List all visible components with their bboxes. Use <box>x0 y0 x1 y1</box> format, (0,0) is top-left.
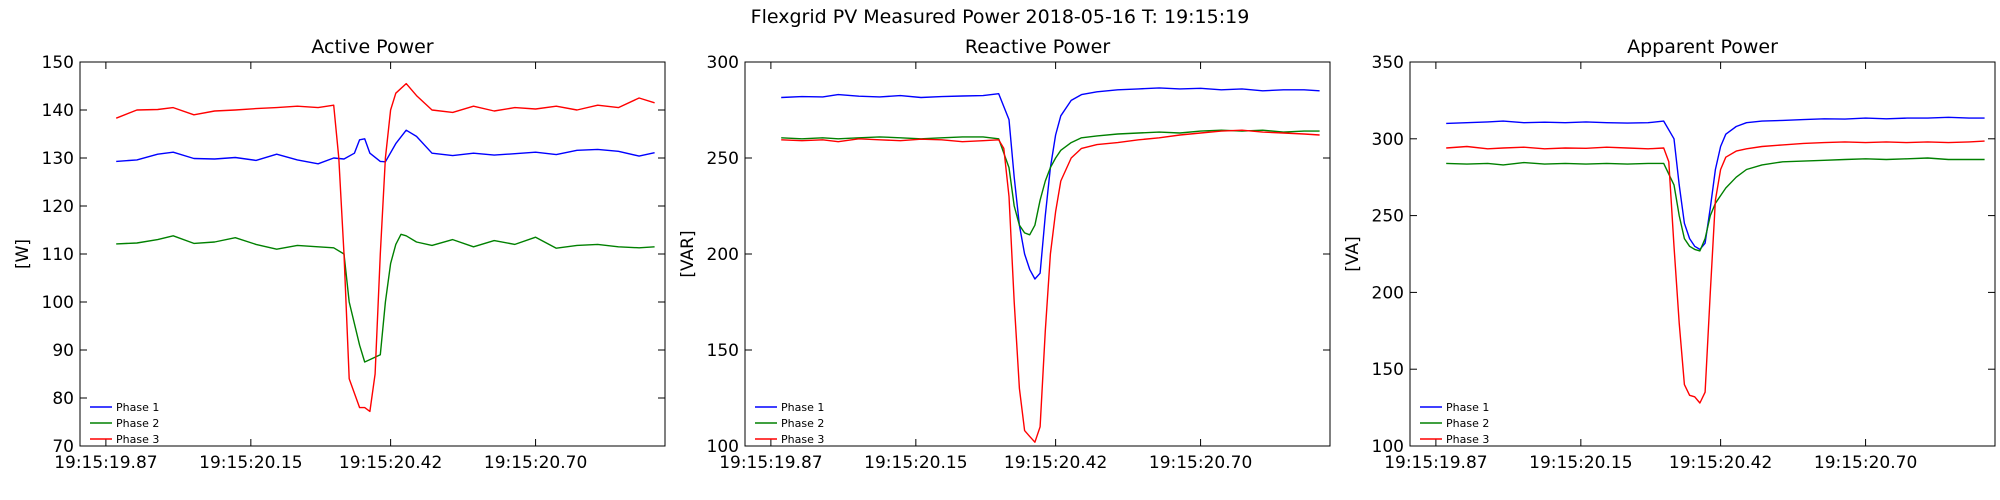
y-axis-label: [W] <box>13 239 33 269</box>
y-tick-label: 140 <box>42 101 74 121</box>
legend-label-phase-2: Phase 2 <box>781 417 824 430</box>
plot-frame <box>1409 61 1996 447</box>
y-tick-label: 100 <box>42 293 74 313</box>
series-line-phase-3 <box>781 129 1320 443</box>
x-tick-label: 19:15:19.87 <box>719 453 822 473</box>
x-tick-label: 19:15:19.87 <box>54 453 157 473</box>
x-tick-label: 19:15:20.70 <box>484 453 587 473</box>
y-tick-label: 250 <box>1372 207 1404 227</box>
y-tick-label: 200 <box>1372 283 1404 303</box>
x-tick-label: 19:15:19.87 <box>1384 453 1487 473</box>
legend-label-phase-2: Phase 2 <box>116 417 159 430</box>
x-tick-label: 19:15:20.42 <box>1669 453 1772 473</box>
x-tick-label: 19:15:20.42 <box>339 453 442 473</box>
x-tick-label: 19:15:20.15 <box>199 453 302 473</box>
y-tick-label: 80 <box>52 389 74 409</box>
x-tick-label: 19:15:20.15 <box>864 453 967 473</box>
x-tick-label: 19:15:20.15 <box>1529 453 1632 473</box>
series-line-phase-2 <box>1446 157 1985 252</box>
legend-label-phase-3: Phase 3 <box>1446 433 1489 446</box>
chart-0: Active Power 70 80 90 100 110 120 130 140 150 19:1… <box>13 36 666 473</box>
figure-title: Flexgrid PV Measured Power 2018-05-16 T:… <box>750 6 1250 28</box>
y-tick-label: 120 <box>42 197 74 217</box>
y-tick-label: 250 <box>707 149 739 169</box>
series-line-phase-2 <box>781 129 1320 236</box>
legend-label-phase-1: Phase 1 <box>781 401 824 414</box>
chart-title: Reactive Power <box>965 36 1110 58</box>
y-tick-label: 100 <box>1372 437 1404 457</box>
legend-label-phase-3: Phase 3 <box>116 433 159 446</box>
chart-2: Apparent Power 100 150 200 250 300 350 19:15:19… <box>1343 36 1996 473</box>
series-line-phase-3 <box>1446 140 1985 404</box>
legend-label-phase-3: Phase 3 <box>781 433 824 446</box>
y-axis-label: [VAR] <box>678 230 698 277</box>
legend-label-phase-2: Phase 2 <box>1446 417 1489 430</box>
chart-title: Active Power <box>311 36 433 58</box>
y-tick-label: 110 <box>42 245 74 265</box>
y-tick-label: 300 <box>1372 130 1404 150</box>
x-tick-label: 19:15:20.42 <box>1004 453 1107 473</box>
y-tick-label: 150 <box>707 341 739 361</box>
y-tick-label: 300 <box>707 53 739 73</box>
y-tick-label: 90 <box>52 341 74 361</box>
y-tick-label: 200 <box>707 245 739 265</box>
series-line-phase-1 <box>116 129 655 165</box>
series-line-phase-1 <box>781 87 1320 280</box>
y-tick-label: 70 <box>52 437 74 457</box>
y-tick-label: 150 <box>1372 360 1404 380</box>
y-tick-label: 100 <box>707 437 739 457</box>
y-tick-label: 150 <box>42 53 74 73</box>
plot-frame <box>744 61 1331 447</box>
y-axis-label: [VA] <box>1343 236 1363 271</box>
x-tick-label: 19:15:20.70 <box>1814 453 1917 473</box>
y-tick-label: 130 <box>42 149 74 169</box>
series-line-phase-3 <box>115 82 655 413</box>
chart-title: Apparent Power <box>1627 36 1778 58</box>
series-line-phase-1 <box>1446 116 1985 251</box>
y-tick-label: 350 <box>1372 53 1404 73</box>
series-line-phase-2 <box>116 233 655 363</box>
chart-1: Reactive Power 100 150 200 250 300 19:15:19.87… <box>678 36 1331 473</box>
x-tick-label: 19:15:20.70 <box>1149 453 1252 473</box>
legend-label-phase-1: Phase 1 <box>116 401 159 414</box>
legend-label-phase-1: Phase 1 <box>1446 401 1489 414</box>
